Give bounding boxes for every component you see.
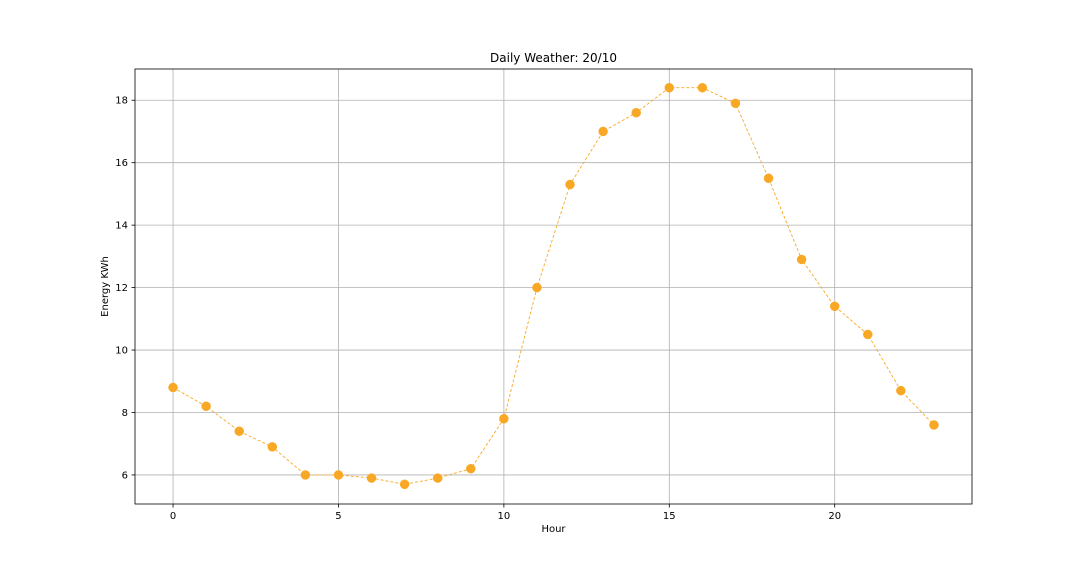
plot-frame: [134, 68, 973, 505]
data-point-marker: [896, 385, 906, 396]
data-point-marker: [565, 179, 575, 190]
data-point-marker: [697, 82, 708, 93]
y-tick-label: 16: [115, 158, 128, 169]
x-tick-label: 0: [170, 511, 176, 522]
series-group: [168, 82, 939, 490]
y-tick-label: 8: [122, 408, 128, 419]
series-line: [172, 87, 935, 485]
data-point-marker: [300, 470, 311, 480]
data-point-marker: [168, 382, 178, 393]
data-point-marker: [234, 426, 244, 436]
data-point-marker: [267, 442, 278, 452]
data-point-marker: [598, 126, 608, 137]
y-tick-label: 18: [115, 96, 128, 107]
y-tick-label: 10: [115, 346, 128, 357]
data-point-marker: [631, 107, 641, 118]
data-point-marker: [730, 98, 741, 109]
y-axis-label: Energy KWh: [100, 256, 111, 317]
data-point-marker: [829, 301, 840, 312]
data-point-marker: [863, 329, 873, 340]
x-tick-label: 20: [828, 511, 841, 522]
x-tick-label: 15: [663, 511, 676, 522]
data-point-marker: [796, 254, 807, 265]
y-tick-label: 14: [115, 221, 128, 232]
data-point-marker: [929, 420, 939, 430]
data-point-marker: [763, 173, 774, 184]
x-tick-label: 5: [335, 511, 341, 522]
data-point-marker: [333, 470, 344, 480]
y-tick-label: 12: [115, 283, 128, 294]
chart-title: Daily Weather: 20/10: [490, 51, 617, 65]
data-point-marker: [399, 479, 410, 490]
x-tick-label: 10: [498, 511, 511, 522]
data-point-marker: [532, 282, 542, 293]
x-axis-label: Hour: [541, 524, 566, 535]
axis-ticks: 0 5 10 15 20 6 8 10 12 14 16 18: [115, 96, 841, 522]
data-point-marker: [499, 413, 509, 424]
data-point-marker: [366, 473, 377, 483]
grid-lines: [135, 69, 972, 504]
data-point-marker: [664, 82, 675, 93]
data-point-marker: [432, 473, 443, 483]
y-tick-label: 6: [122, 470, 128, 481]
data-point-marker: [201, 401, 211, 412]
data-point-marker: [466, 463, 476, 474]
